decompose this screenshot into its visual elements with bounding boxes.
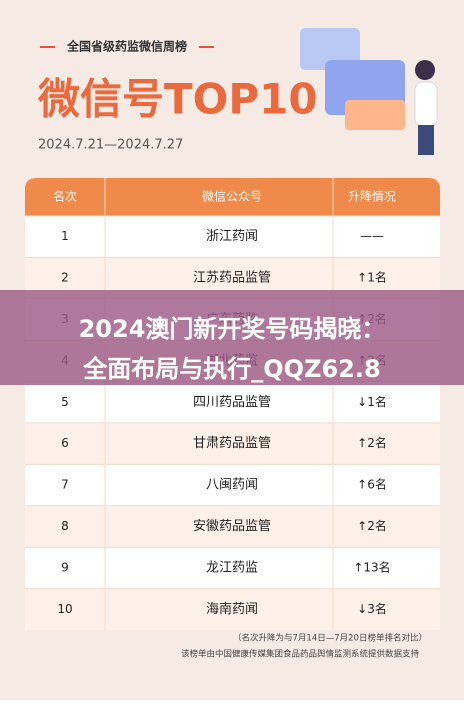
cell: ↑1名 — [357, 270, 387, 285]
cell: 1 — [61, 229, 69, 243]
cell: ↓1名 — [357, 394, 387, 409]
banner-line: 2024澳门新开奖号码揭晓： — [79, 315, 386, 343]
cell: ↑13名 — [353, 559, 390, 574]
cell: 四川药品监管 — [193, 395, 271, 410]
title: 微信号TOP10 — [37, 75, 318, 124]
cell: 5 — [61, 395, 69, 409]
cell: 安徽药品监管 — [193, 519, 271, 534]
overlay-banner — [0, 290, 464, 385]
cell: 八闽药闻 — [206, 478, 258, 493]
cell: 8 — [61, 519, 69, 533]
cell: 6 — [61, 436, 69, 450]
cell: ↑2名 — [357, 518, 387, 533]
subtitle: 全国省级药监微信周榜 — [66, 39, 187, 54]
column-header: 升降情况 — [348, 190, 396, 204]
date: 2024.7.21—2024.7.27 — [38, 138, 183, 153]
footnote: （名次升降为与7月14日—7月20日榜单排名对比） — [233, 633, 427, 644]
column-header: 微信公众号 — [202, 190, 262, 204]
cell: ↑6名 — [357, 477, 387, 492]
cell: ↑2名 — [357, 435, 387, 450]
cell: 7 — [61, 478, 69, 492]
cell: 10 — [57, 602, 72, 616]
illustration — [300, 28, 438, 155]
column-header: 名次 — [53, 189, 77, 204]
cell: —— — [360, 229, 384, 243]
cell: 江苏药品监管 — [193, 270, 271, 286]
cell: 海南药闻 — [206, 601, 258, 617]
table-header — [25, 178, 440, 216]
banner-line: 全面布局与执行_QQZ62.8 — [82, 355, 380, 383]
row-stripe — [25, 423, 440, 465]
row-stripe — [25, 588, 440, 630]
cell: 9 — [61, 560, 69, 574]
cell: 浙江药闻 — [206, 229, 258, 244]
footnote: 该榜单由中国健康传媒集团食品药品舆情监测系统提供数据支持 — [181, 649, 420, 660]
cell: ↓3名 — [357, 601, 387, 616]
cell: 甘肃药品监管 — [193, 436, 271, 451]
cell: 龙江药监 — [206, 560, 258, 575]
row-stripe — [25, 505, 440, 548]
cell: 2 — [61, 271, 69, 285]
